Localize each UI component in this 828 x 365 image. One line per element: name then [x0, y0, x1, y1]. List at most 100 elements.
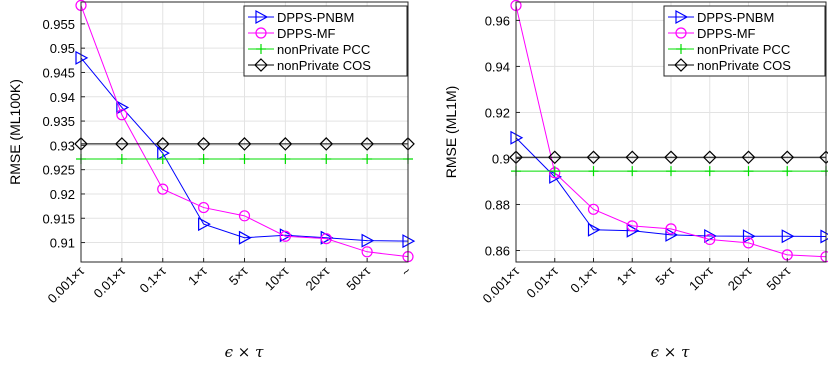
data-point	[549, 166, 560, 177]
x-tick-label: 50×τ	[343, 263, 373, 293]
data-point	[237, 137, 252, 151]
data-point	[782, 166, 793, 177]
legend-label: nonPrivate PCC	[697, 42, 790, 57]
data-point	[780, 150, 795, 165]
y-tick-label: 0.88	[485, 197, 510, 212]
legend-swatch-marker	[675, 27, 687, 39]
x-tick-label: 5×τ	[652, 263, 677, 288]
series-nonprivate-pcc	[76, 153, 413, 164]
x-tick-label: 5×τ	[226, 263, 251, 288]
data-point	[587, 203, 600, 215]
data-point	[742, 229, 756, 244]
y-tick-label: 0.945	[42, 65, 75, 80]
data-point	[238, 230, 252, 245]
y-tick-label: 0.935	[42, 114, 75, 129]
x-axis-label: ϵ × τ	[225, 343, 265, 361]
data-point	[547, 150, 562, 165]
data-point	[704, 166, 715, 177]
data-point	[280, 153, 291, 164]
x-tick-label: 50×τ	[764, 263, 794, 293]
data-point	[116, 100, 130, 115]
series-nonprivate-cos	[74, 137, 415, 151]
x-tick-label: 0.1×τ	[567, 263, 600, 296]
data-point	[157, 183, 169, 195]
data-point	[155, 137, 170, 151]
y-tick-label: 0.94	[50, 90, 75, 105]
y-tick-label: 0.94	[485, 59, 510, 74]
y-tick-label: 0.955	[42, 17, 75, 32]
data-point	[115, 137, 129, 151]
data-point	[704, 233, 716, 246]
data-point	[665, 227, 679, 242]
legend-swatch-marker	[255, 27, 267, 39]
data-point	[625, 150, 640, 165]
x-tick-label: 0.001×τ	[480, 263, 523, 306]
y-tick-label: 0.95	[50, 41, 75, 56]
data-point	[362, 153, 373, 164]
y-tick-label: 0.92	[50, 187, 75, 202]
series-nonprivate-pcc	[511, 166, 828, 177]
x-tick-label: ~	[398, 263, 414, 279]
legend-swatch-marker	[675, 9, 689, 25]
data-point	[239, 153, 250, 164]
data-point	[198, 201, 210, 214]
legend-swatch-marker	[676, 44, 686, 54]
legend-label: DPPS-MF	[697, 26, 756, 41]
data-point	[198, 153, 209, 164]
data-point	[320, 233, 332, 245]
data-point	[196, 137, 211, 151]
legend-box	[243, 5, 408, 77]
series-dpps-mf	[75, 0, 414, 263]
x-tick-label: 20×τ	[303, 263, 333, 293]
data-point	[666, 166, 676, 177]
legend-label: nonPrivate COS	[277, 58, 371, 73]
y-axis-label: RMSE (ML100K)	[7, 79, 23, 185]
legend-box	[663, 5, 826, 77]
data-point	[198, 217, 211, 232]
data-point	[157, 153, 168, 164]
series-line	[80, 57, 409, 242]
x-tick-label: 10×τ	[686, 263, 716, 293]
data-point	[279, 230, 291, 242]
data-point	[238, 210, 251, 222]
data-point	[361, 246, 373, 258]
data-point	[742, 237, 755, 249]
legend-label: DPPS-PNBM	[277, 10, 354, 25]
data-point	[588, 166, 599, 177]
x-tick-label: 1×τ	[614, 263, 639, 288]
y-tick-label: 0.86	[485, 243, 510, 258]
legend-label: nonPrivate COS	[697, 58, 791, 73]
chart-1: 0.91 0.915 0.92 0.925 0.93 0.935 0.94 0.945 0.95…	[7, 0, 416, 361]
data-point	[587, 222, 601, 237]
legend-swatch-marker	[256, 44, 266, 54]
x-tick-label: 0.1×τ	[136, 263, 169, 296]
x-axis-label: ϵ × τ	[651, 343, 691, 361]
x-tick-label: 10×τ	[262, 263, 292, 293]
legend-swatch-marker	[674, 58, 688, 72]
x-tick-label: 20×τ	[725, 263, 755, 293]
series-line	[515, 5, 827, 258]
x-tick-label: 0.01×τ	[90, 263, 128, 301]
y-axis-label: RMSE (ML1M)	[443, 86, 459, 179]
legend-swatch-marker	[254, 58, 268, 72]
y-tick-label: 0.96	[485, 13, 510, 28]
x-tick-label: 1×τ	[185, 263, 210, 288]
data-point	[319, 137, 334, 151]
series-line	[80, 5, 409, 258]
data-point	[664, 150, 678, 165]
data-point	[116, 153, 127, 164]
data-point	[781, 229, 795, 244]
legend-label: DPPS-PNBM	[697, 10, 774, 25]
y-tick-label: 0.925	[42, 163, 75, 178]
data-point	[821, 166, 828, 177]
y-tick-label: 0.92	[485, 105, 510, 120]
x-tick-label: 0.01×τ	[523, 263, 561, 301]
data-point	[586, 150, 601, 165]
series-nonprivate-cos	[509, 150, 828, 165]
data-point	[665, 223, 677, 235]
y-tick-label: 0.93	[50, 138, 75, 153]
legend-swatch-marker	[255, 9, 269, 25]
